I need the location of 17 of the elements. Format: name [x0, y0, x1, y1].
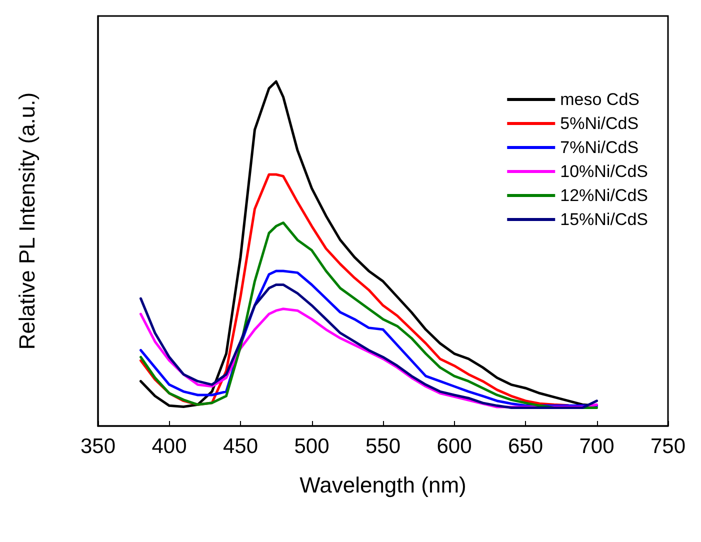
legend-label: 10%Ni/CdS [560, 162, 648, 181]
legend-label: 7%Ni/CdS [560, 138, 639, 157]
legend-label: 15%Ni/CdS [560, 210, 648, 229]
legend-label: 12%Ni/CdS [560, 186, 648, 205]
y-axis-title: Relative PL Intensity (a.u.) [14, 92, 40, 350]
x-tick-label: 650 [508, 435, 544, 458]
x-axis-title: Wavelength (nm) [300, 472, 466, 498]
x-tick-label: 350 [80, 435, 116, 458]
x-tick-label: 600 [436, 435, 472, 458]
x-tick-label: 700 [579, 435, 614, 458]
x-tick-label: 500 [294, 435, 330, 458]
x-tick-label: 400 [152, 435, 187, 458]
legend-label: 5%Ni/CdS [560, 114, 639, 133]
x-tick-label: 450 [222, 435, 258, 458]
x-tick-label: 750 [650, 435, 686, 458]
legend-label: meso CdS [560, 90, 640, 109]
x-tick-label: 550 [365, 435, 401, 458]
